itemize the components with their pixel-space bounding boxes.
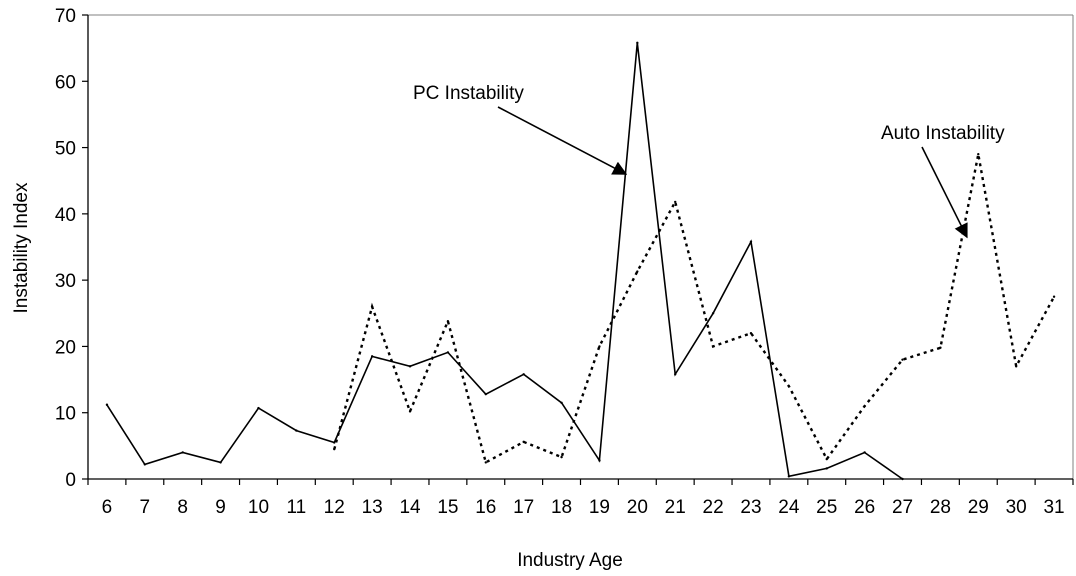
data-point-pc: [105, 403, 109, 406]
x-tick-label: 28: [930, 497, 951, 518]
x-tick-label: 25: [816, 497, 837, 518]
annotation-pc-instability: PC Instability: [413, 83, 524, 104]
y-axis-title: Instability Index: [11, 182, 32, 313]
x-tick-label: 26: [854, 497, 875, 518]
data-point-pc: [674, 373, 677, 376]
x-tick-label: 20: [627, 497, 648, 518]
data-point-auto: [749, 331, 753, 335]
x-tick-label: 12: [324, 497, 345, 518]
x-tick-label: 22: [703, 497, 724, 518]
data-point-pc: [333, 441, 336, 444]
data-point-pc: [636, 41, 639, 45]
data-point-pc: [560, 401, 563, 404]
x-tick-label: 18: [551, 497, 572, 518]
x-tick-label: 16: [475, 497, 496, 518]
x-tick-label: 29: [968, 497, 989, 518]
data-point-auto: [1014, 365, 1018, 368]
x-tick-label: 17: [513, 497, 534, 518]
data-point-pc: [143, 463, 147, 466]
annotation-auto-instability: Auto Instability: [881, 123, 1005, 144]
y-tick-label: 20: [55, 337, 76, 358]
x-tick-label: 13: [362, 497, 383, 518]
data-point-pc: [787, 475, 791, 478]
data-point-auto: [408, 410, 412, 413]
data-point-auto: [598, 345, 601, 348]
y-tick-label: 0: [65, 470, 76, 491]
x-tick-label: 23: [740, 497, 761, 518]
x-tick-label: 27: [892, 497, 913, 518]
y-tick-label: 50: [55, 139, 76, 160]
y-tick-label: 70: [55, 6, 76, 27]
data-point-auto: [674, 200, 677, 204]
data-point-pc: [484, 392, 487, 396]
y-tick-label: 60: [55, 72, 76, 93]
y-axis: 0 10 20 30 40 50 60 70: [55, 6, 88, 491]
data-point-auto: [901, 358, 904, 361]
data-point-auto: [939, 346, 942, 349]
data-point-pc: [446, 351, 450, 354]
data-point-pc: [370, 355, 374, 358]
data-point-pc: [711, 312, 715, 315]
x-tick-label: 9: [215, 497, 226, 518]
data-point-pc: [863, 451, 866, 454]
x-tick-label: 8: [177, 497, 188, 518]
x-tick-label: 21: [665, 497, 686, 518]
annotation-auto-arrow: [921, 146, 968, 239]
x-axis: 6 7 8 9 10 11 12 13 14 15 16 17 18 19 20 21 22 23 24 25 26 27…: [87, 479, 1074, 518]
data-point-auto: [333, 447, 336, 451]
data-point-auto: [446, 320, 450, 323]
data-point-pc: [295, 429, 298, 432]
x-axis-title: Industry Age: [517, 550, 623, 571]
data-point-auto: [711, 345, 715, 348]
data-point-auto: [370, 305, 374, 308]
data-point-pc: [901, 477, 904, 481]
x-tick-label: 15: [437, 497, 458, 518]
x-tick-label: 6: [102, 497, 113, 518]
x-tick-label: 31: [1043, 497, 1064, 518]
x-tick-label: 11: [286, 497, 306, 518]
data-point-pc: [825, 467, 828, 470]
data-point-pc: [181, 451, 184, 454]
data-point-pc: [257, 406, 260, 410]
x-tick-label: 24: [778, 497, 800, 518]
data-point-auto: [560, 455, 563, 459]
x-tick-label: 14: [399, 497, 421, 518]
data-point-auto: [484, 461, 487, 464]
plot-frame: [87, 14, 1074, 480]
data-point-auto: [1052, 295, 1056, 298]
y-tick-label: 30: [55, 271, 76, 292]
series-layer: [105, 41, 1056, 481]
series-line-auto: [333, 153, 1056, 465]
data-point-auto: [863, 404, 866, 408]
data-point-pc: [408, 365, 412, 368]
data-point-pc: [749, 240, 753, 243]
x-tick-label: 7: [140, 497, 151, 518]
x-tick-label: 10: [248, 497, 269, 518]
annotation-layer: PC Instability Auto Instability: [413, 83, 1005, 239]
y-tick-label: 10: [55, 404, 76, 425]
y-tick-label: 40: [55, 205, 76, 226]
data-point-auto: [825, 457, 828, 461]
series-line-pc: [106, 42, 903, 480]
data-point-auto: [787, 385, 791, 388]
annotation-pc-arrow: [497, 106, 628, 175]
data-point-auto: [636, 270, 639, 273]
data-point-pc: [219, 461, 222, 464]
data-point-pc: [522, 373, 525, 376]
data-point-auto: [977, 153, 980, 156]
data-point-pc: [598, 459, 601, 462]
x-tick-label: 30: [1006, 497, 1027, 518]
data-point-auto: [522, 440, 525, 444]
x-tick-label: 19: [589, 497, 610, 518]
